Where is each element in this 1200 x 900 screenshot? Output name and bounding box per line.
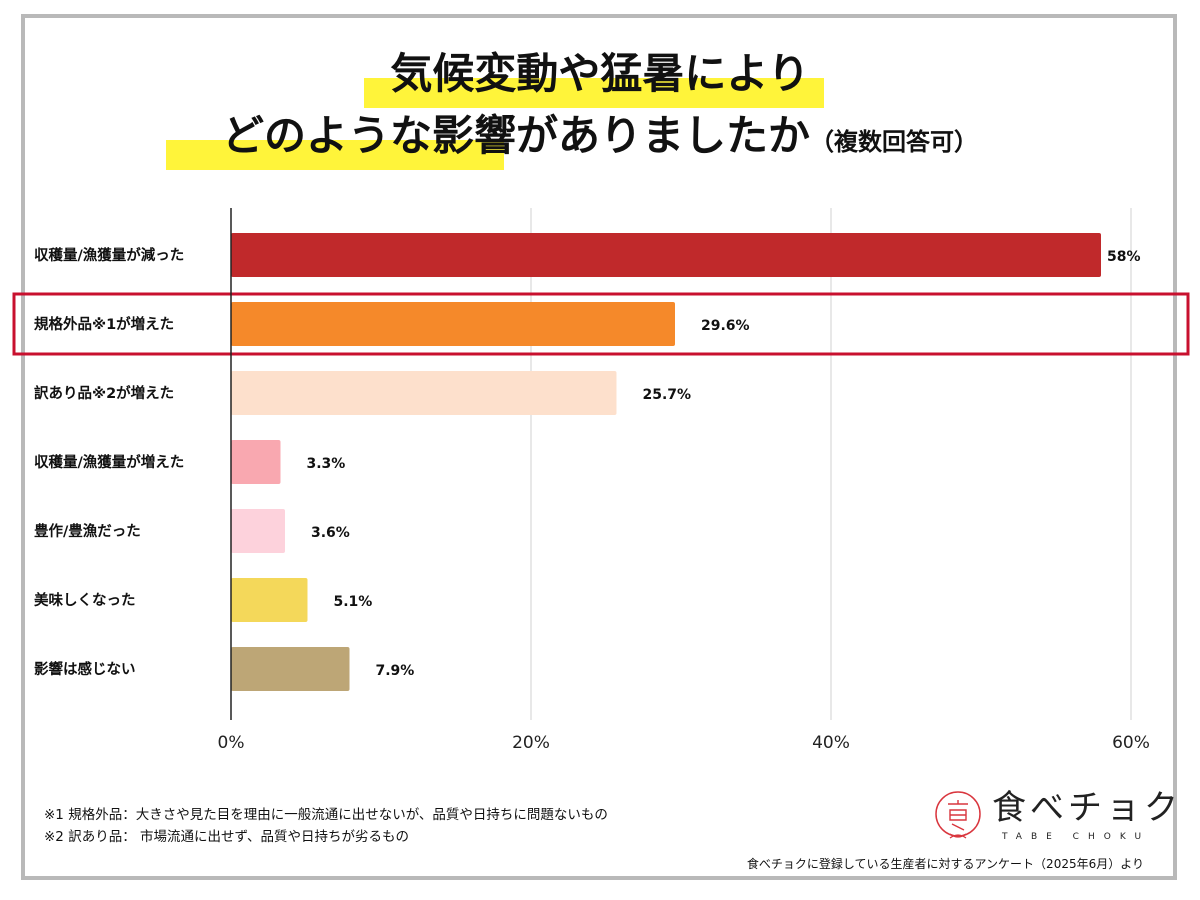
x-tick-label: 40% bbox=[812, 733, 850, 753]
category-label: 収穫量/漁獲量が増えた bbox=[34, 453, 184, 471]
bar bbox=[231, 371, 617, 415]
category-label: 影響は感じない bbox=[34, 660, 136, 678]
category-label: 収穫量/漁獲量が減った bbox=[34, 246, 184, 264]
logo-text: 食べチョク bbox=[992, 788, 1182, 828]
bar bbox=[231, 509, 285, 553]
logo-mark bbox=[935, 791, 981, 839]
logo-subtext: TABE CHOKU bbox=[1002, 832, 1151, 842]
category-label: 美味しくなった bbox=[34, 591, 136, 609]
source-note: 食べチョクに登録している生産者に対するアンケート（2025年6月）より bbox=[746, 857, 1144, 871]
data-label: 7.9% bbox=[376, 663, 415, 679]
bar bbox=[231, 302, 675, 346]
chart-title-line2-text: どのような影響がありましたか bbox=[221, 111, 810, 160]
data-label: 29.6% bbox=[701, 318, 750, 334]
chart-title-line2: どのような影響がありましたか（複数回答可） bbox=[0, 112, 1200, 160]
bar bbox=[231, 578, 308, 622]
data-label: 25.7% bbox=[643, 387, 692, 403]
category-label: 訳あり品※2が増えた bbox=[34, 384, 174, 402]
x-tick-label: 0% bbox=[218, 733, 245, 753]
highlight-box bbox=[12, 292, 1190, 356]
chart-title-line1: 気候変動や猛暑により bbox=[390, 49, 810, 98]
data-label: 58% bbox=[1107, 249, 1141, 265]
data-label: 5.1% bbox=[334, 594, 373, 610]
bar bbox=[231, 647, 350, 691]
title-highlight bbox=[364, 78, 824, 108]
bar bbox=[231, 440, 281, 484]
chart-frame bbox=[21, 14, 1177, 880]
x-tick-label: 60% bbox=[1112, 733, 1150, 753]
chart-title-note: （複数回答可） bbox=[810, 128, 978, 156]
bar bbox=[231, 233, 1101, 277]
footnote-2: ※2 訳あり品： 市場流通に出せず、品質や日持ちが劣るもの bbox=[44, 829, 410, 845]
category-label: 規格外品※1が増えた bbox=[34, 315, 174, 333]
category-label: 豊作/豊漁だった bbox=[34, 522, 141, 540]
title-highlight bbox=[166, 140, 504, 170]
footnote-1: ※1 規格外品：大きさや見た目を理由に一般流通に出せないが、品質や日持ちに問題な… bbox=[44, 807, 608, 823]
data-label: 3.6% bbox=[311, 525, 350, 541]
x-tick-label: 20% bbox=[512, 733, 550, 753]
data-label: 3.3% bbox=[307, 456, 346, 472]
